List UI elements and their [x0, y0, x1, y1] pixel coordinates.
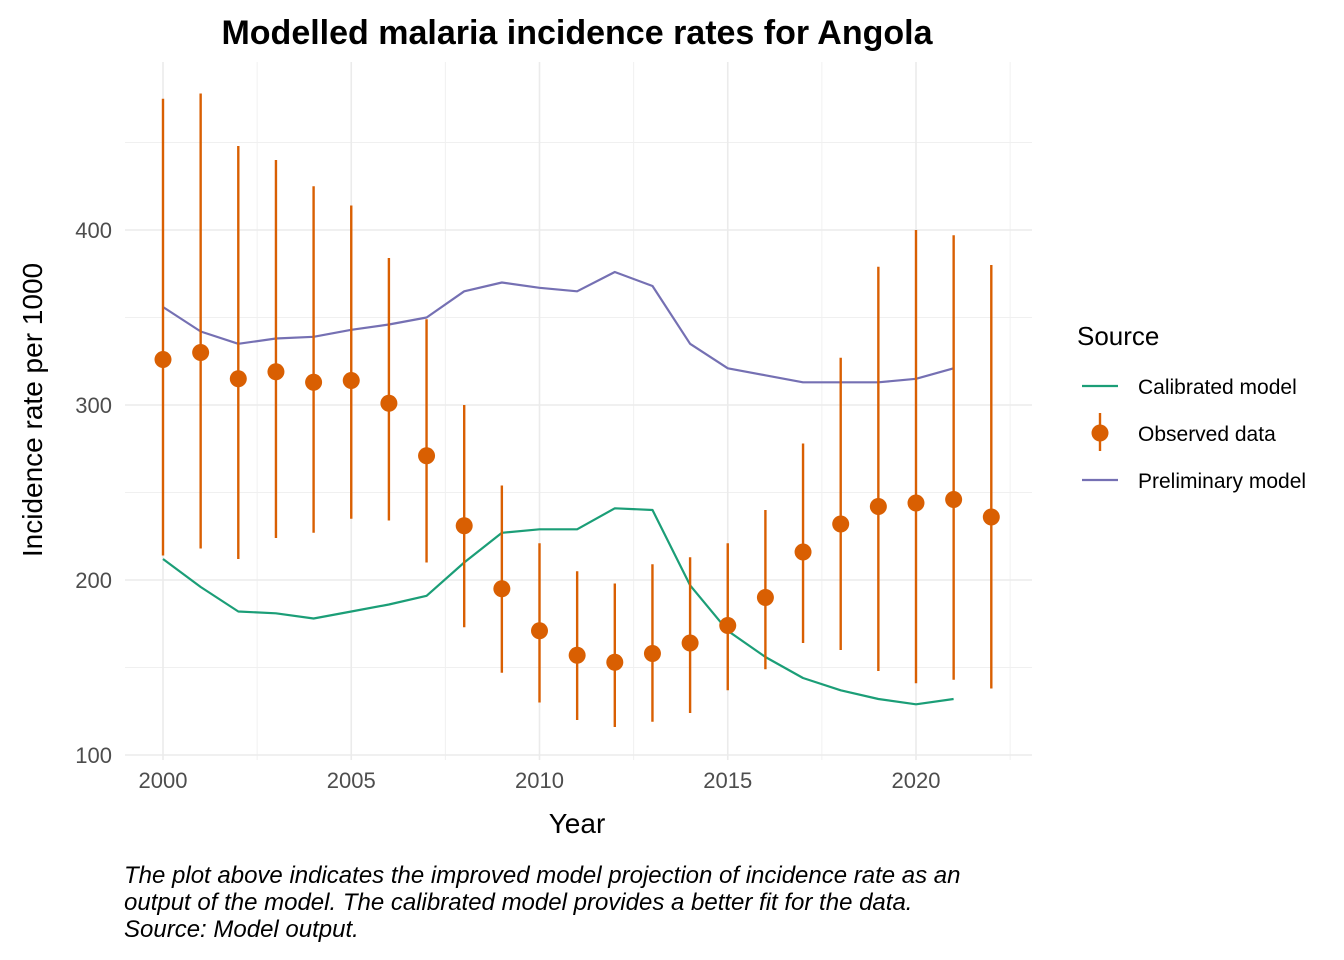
data-point — [531, 622, 548, 640]
data-point — [606, 653, 624, 671]
data-point — [455, 517, 473, 535]
legend-label: Calibrated model — [1138, 376, 1297, 399]
data-point — [982, 508, 1000, 526]
legend-label: Preliminary model — [1138, 470, 1306, 493]
data-point — [229, 370, 247, 388]
x-tick-label: 2010 — [515, 768, 564, 793]
caption-line: Source: Model output. — [124, 916, 359, 943]
data-point — [568, 646, 586, 664]
x-tick-label: 2015 — [703, 768, 752, 793]
data-point — [756, 589, 774, 606]
y-axis-title: Incidence rate per 1000 — [17, 263, 48, 557]
data-point — [832, 515, 850, 533]
y-tick-label: 200 — [75, 568, 112, 593]
legend-title: Source — [1077, 321, 1159, 351]
chart-title: Modelled malaria incidence rates for Ang… — [221, 14, 933, 52]
x-axis-title: Year — [549, 808, 606, 839]
data-point — [907, 494, 925, 512]
data-point — [305, 373, 323, 391]
data-point — [418, 447, 436, 465]
y-tick-label: 100 — [75, 743, 112, 768]
series-line — [162, 507, 954, 706]
legend: Source Calibrated model Observed data Prel… — [1077, 321, 1306, 493]
data-point — [869, 498, 887, 515]
x-tick-label: 2005 — [327, 768, 376, 793]
data-point — [154, 351, 172, 368]
caption-line: output of the model. The calibrated mode… — [124, 889, 913, 916]
data-point — [267, 363, 285, 381]
caption: The plot above indicates the improved mo… — [124, 862, 1224, 943]
legend-key-point — [1091, 424, 1109, 442]
y-tick-label: 300 — [75, 393, 112, 418]
data-point — [945, 491, 963, 508]
data-point — [342, 372, 360, 389]
caption-line: The plot above indicates the improved mo… — [124, 862, 961, 889]
series-line — [162, 270, 954, 384]
data-point — [380, 394, 398, 412]
y-tick-label: 400 — [75, 218, 112, 243]
data-point — [643, 645, 661, 662]
data-point — [681, 634, 699, 652]
data-point — [719, 617, 737, 634]
axes: 2000 2005 2010 2015 2020 100 200 300 400 — [75, 218, 940, 793]
x-tick-label: 2020 — [892, 768, 941, 793]
legend-label: Observed data — [1138, 423, 1276, 446]
data-point — [493, 580, 511, 598]
data-point — [192, 344, 210, 361]
x-tick-label: 2000 — [139, 768, 188, 793]
data-point — [794, 543, 812, 561]
series-layer — [154, 93, 1000, 727]
